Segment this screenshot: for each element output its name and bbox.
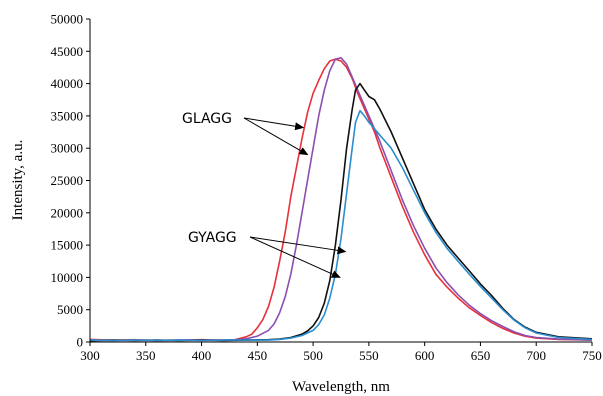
series-line-2 <box>89 57 593 342</box>
x-tick-label: 300 <box>80 348 100 363</box>
annotation-arrow <box>243 117 305 131</box>
annotation-arrow <box>249 236 341 278</box>
y-ticks: 0 5000 10000 15000 20000 25000 30000 35000 40000… <box>51 12 90 350</box>
y-tick-label: 40000 <box>51 76 84 91</box>
x-axis-title: Wavelength, nm <box>292 379 390 395</box>
annotation-label-gyagg: GYAGG <box>188 230 237 246</box>
y-tick-label: 20000 <box>51 205 84 220</box>
x-ticks: 300 350 400 450 500 550 600 650 700 750 <box>80 342 602 363</box>
y-tick-label: 5000 <box>57 302 83 317</box>
x-tick-label: 650 <box>471 348 491 363</box>
y-tick-label: 15000 <box>51 238 84 253</box>
x-tick-label: 400 <box>192 348 212 363</box>
x-tick-label: 750 <box>582 348 602 363</box>
annotation-arrow <box>249 236 347 255</box>
y-tick-label: 35000 <box>51 108 84 123</box>
x-tick-label: 500 <box>303 348 323 363</box>
x-tick-label: 450 <box>248 348 268 363</box>
x-tick-label: 700 <box>526 348 546 363</box>
annotation-arrow <box>243 117 309 156</box>
y-tick-label: 25000 <box>51 173 84 188</box>
y-tick-label: 30000 <box>51 141 84 156</box>
series-line-3 <box>89 82 593 342</box>
x-tick-label: 550 <box>359 348 379 363</box>
x-tick-label: 350 <box>136 348 156 363</box>
annotations: GLAGG GYAGG <box>182 111 347 278</box>
y-tick-label: 0 <box>77 335 84 350</box>
annotation-label-glagg: GLAGG <box>182 111 232 127</box>
series-line-4 <box>89 109 593 342</box>
plot-lines <box>89 57 593 342</box>
y-tick-label: 10000 <box>51 270 84 285</box>
y-axis-title: Intensity, a.u. <box>10 140 26 221</box>
axes <box>89 19 592 343</box>
y-tick-label: 45000 <box>51 44 84 59</box>
x-tick-label: 600 <box>415 348 435 363</box>
y-tick-label: 50000 <box>51 12 84 27</box>
